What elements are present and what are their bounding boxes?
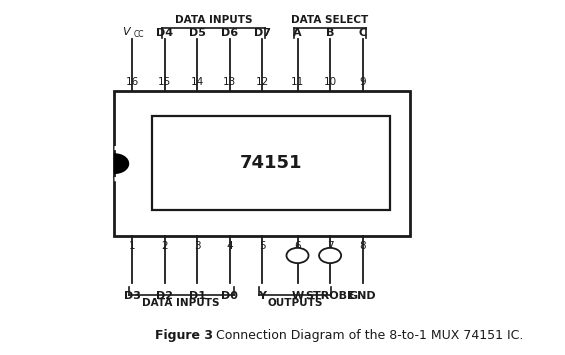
Text: 4: 4 [227,241,233,251]
Circle shape [319,248,341,263]
Text: DATA SELECT: DATA SELECT [292,15,369,25]
Text: D5: D5 [189,28,206,38]
Text: STROBE: STROBE [305,291,355,301]
Text: W: W [292,291,303,301]
Text: 13: 13 [223,77,236,87]
Text: 2: 2 [162,241,168,251]
Text: DATA INPUTS: DATA INPUTS [175,15,252,25]
Text: 9: 9 [359,77,366,87]
Text: Y: Y [258,291,267,301]
Text: 14: 14 [190,77,204,87]
Text: 5: 5 [259,241,266,251]
Text: C: C [359,28,367,38]
Wedge shape [115,154,128,173]
Text: CC: CC [133,30,144,39]
Bar [152,116,390,211]
Bar [115,91,410,236]
Text: 1: 1 [129,241,136,251]
Text: 74151: 74151 [240,154,302,172]
Text: GND: GND [349,291,376,301]
Text: A: A [293,28,302,38]
Text: 7: 7 [327,241,333,251]
Text: D6: D6 [221,28,238,38]
Text: B: B [326,28,334,38]
Text: 10: 10 [324,77,337,87]
Text: V: V [122,27,129,37]
Text: Figure 3: Figure 3 [155,329,212,342]
Text: D7: D7 [254,28,271,38]
Text: D3: D3 [124,291,141,301]
Text: 12: 12 [256,77,269,87]
Text: DATA INPUTS: DATA INPUTS [142,298,220,308]
Text: D2: D2 [156,291,173,301]
Text: D1: D1 [189,291,206,301]
Circle shape [286,248,308,263]
Text: 15: 15 [158,77,171,87]
Text: 16: 16 [125,77,138,87]
Text: D4: D4 [156,28,173,38]
Text: 6: 6 [294,241,301,251]
Text: 8: 8 [359,241,366,251]
Text: Connection Diagram of the 8-to-1 MUX 74151 IC.: Connection Diagram of the 8-to-1 MUX 741… [212,329,524,342]
Text: 11: 11 [291,77,304,87]
Text: OUTPUTS: OUTPUTS [267,298,323,308]
Text: D0: D0 [221,291,238,301]
Text: 3: 3 [194,241,201,251]
